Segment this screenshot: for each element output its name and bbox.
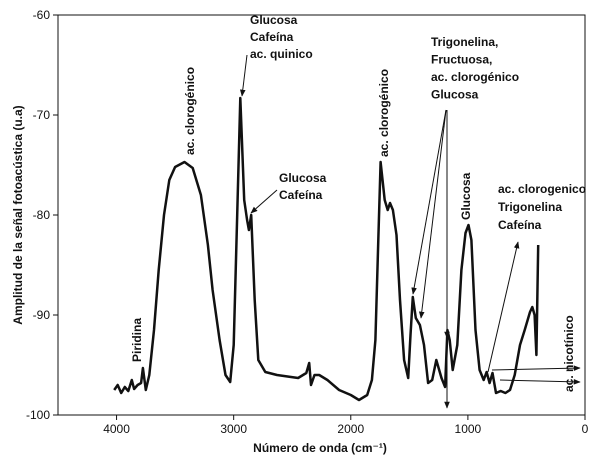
y-tick-label: -90 (33, 308, 51, 322)
annotation: Fructuosa, (431, 53, 492, 67)
y-tick-label: -100 (26, 408, 50, 422)
annotation: Glucosa (250, 13, 298, 27)
annotation: ac. clorogénico (377, 69, 391, 157)
annotation: Glucosa (431, 88, 479, 102)
y-tick-label: -80 (33, 208, 51, 222)
annotation: ac. quinico (250, 47, 313, 61)
y-tick-label: -60 (33, 8, 51, 22)
arrows (239, 54, 581, 409)
x-tick-label: 3000 (220, 422, 247, 436)
annotation: Trigonelina, (431, 35, 498, 49)
annotation: ac. clorogenico (498, 182, 586, 196)
annotation: ac. clorogénico (183, 67, 197, 155)
annotation: Cafeína (498, 218, 542, 232)
annotation: Glucosa (459, 172, 473, 220)
x-tick-label: 0 (582, 422, 589, 436)
x-tick-label: 4000 (103, 422, 130, 436)
annotation: Cafeína (279, 188, 323, 202)
annotation: Trigonelina (498, 200, 562, 214)
annotation: Glucosa (279, 171, 327, 185)
annotation: Piridina (130, 318, 144, 362)
x-axis-title: Número de onda (cm⁻¹) (253, 441, 387, 455)
x-tick-label: 1000 (455, 422, 482, 436)
annotation: ac. nicotínico (562, 315, 576, 392)
annotation: Cafeína (250, 30, 294, 44)
x-tick-label: 2000 (337, 422, 364, 436)
y-axis-title: Amplitud de la señal fotoacústica (u.a) (11, 105, 25, 324)
y-tick-label: -70 (33, 108, 51, 122)
spectrum-line (113, 96, 540, 402)
annotation: ac. clorogénico (431, 70, 519, 84)
